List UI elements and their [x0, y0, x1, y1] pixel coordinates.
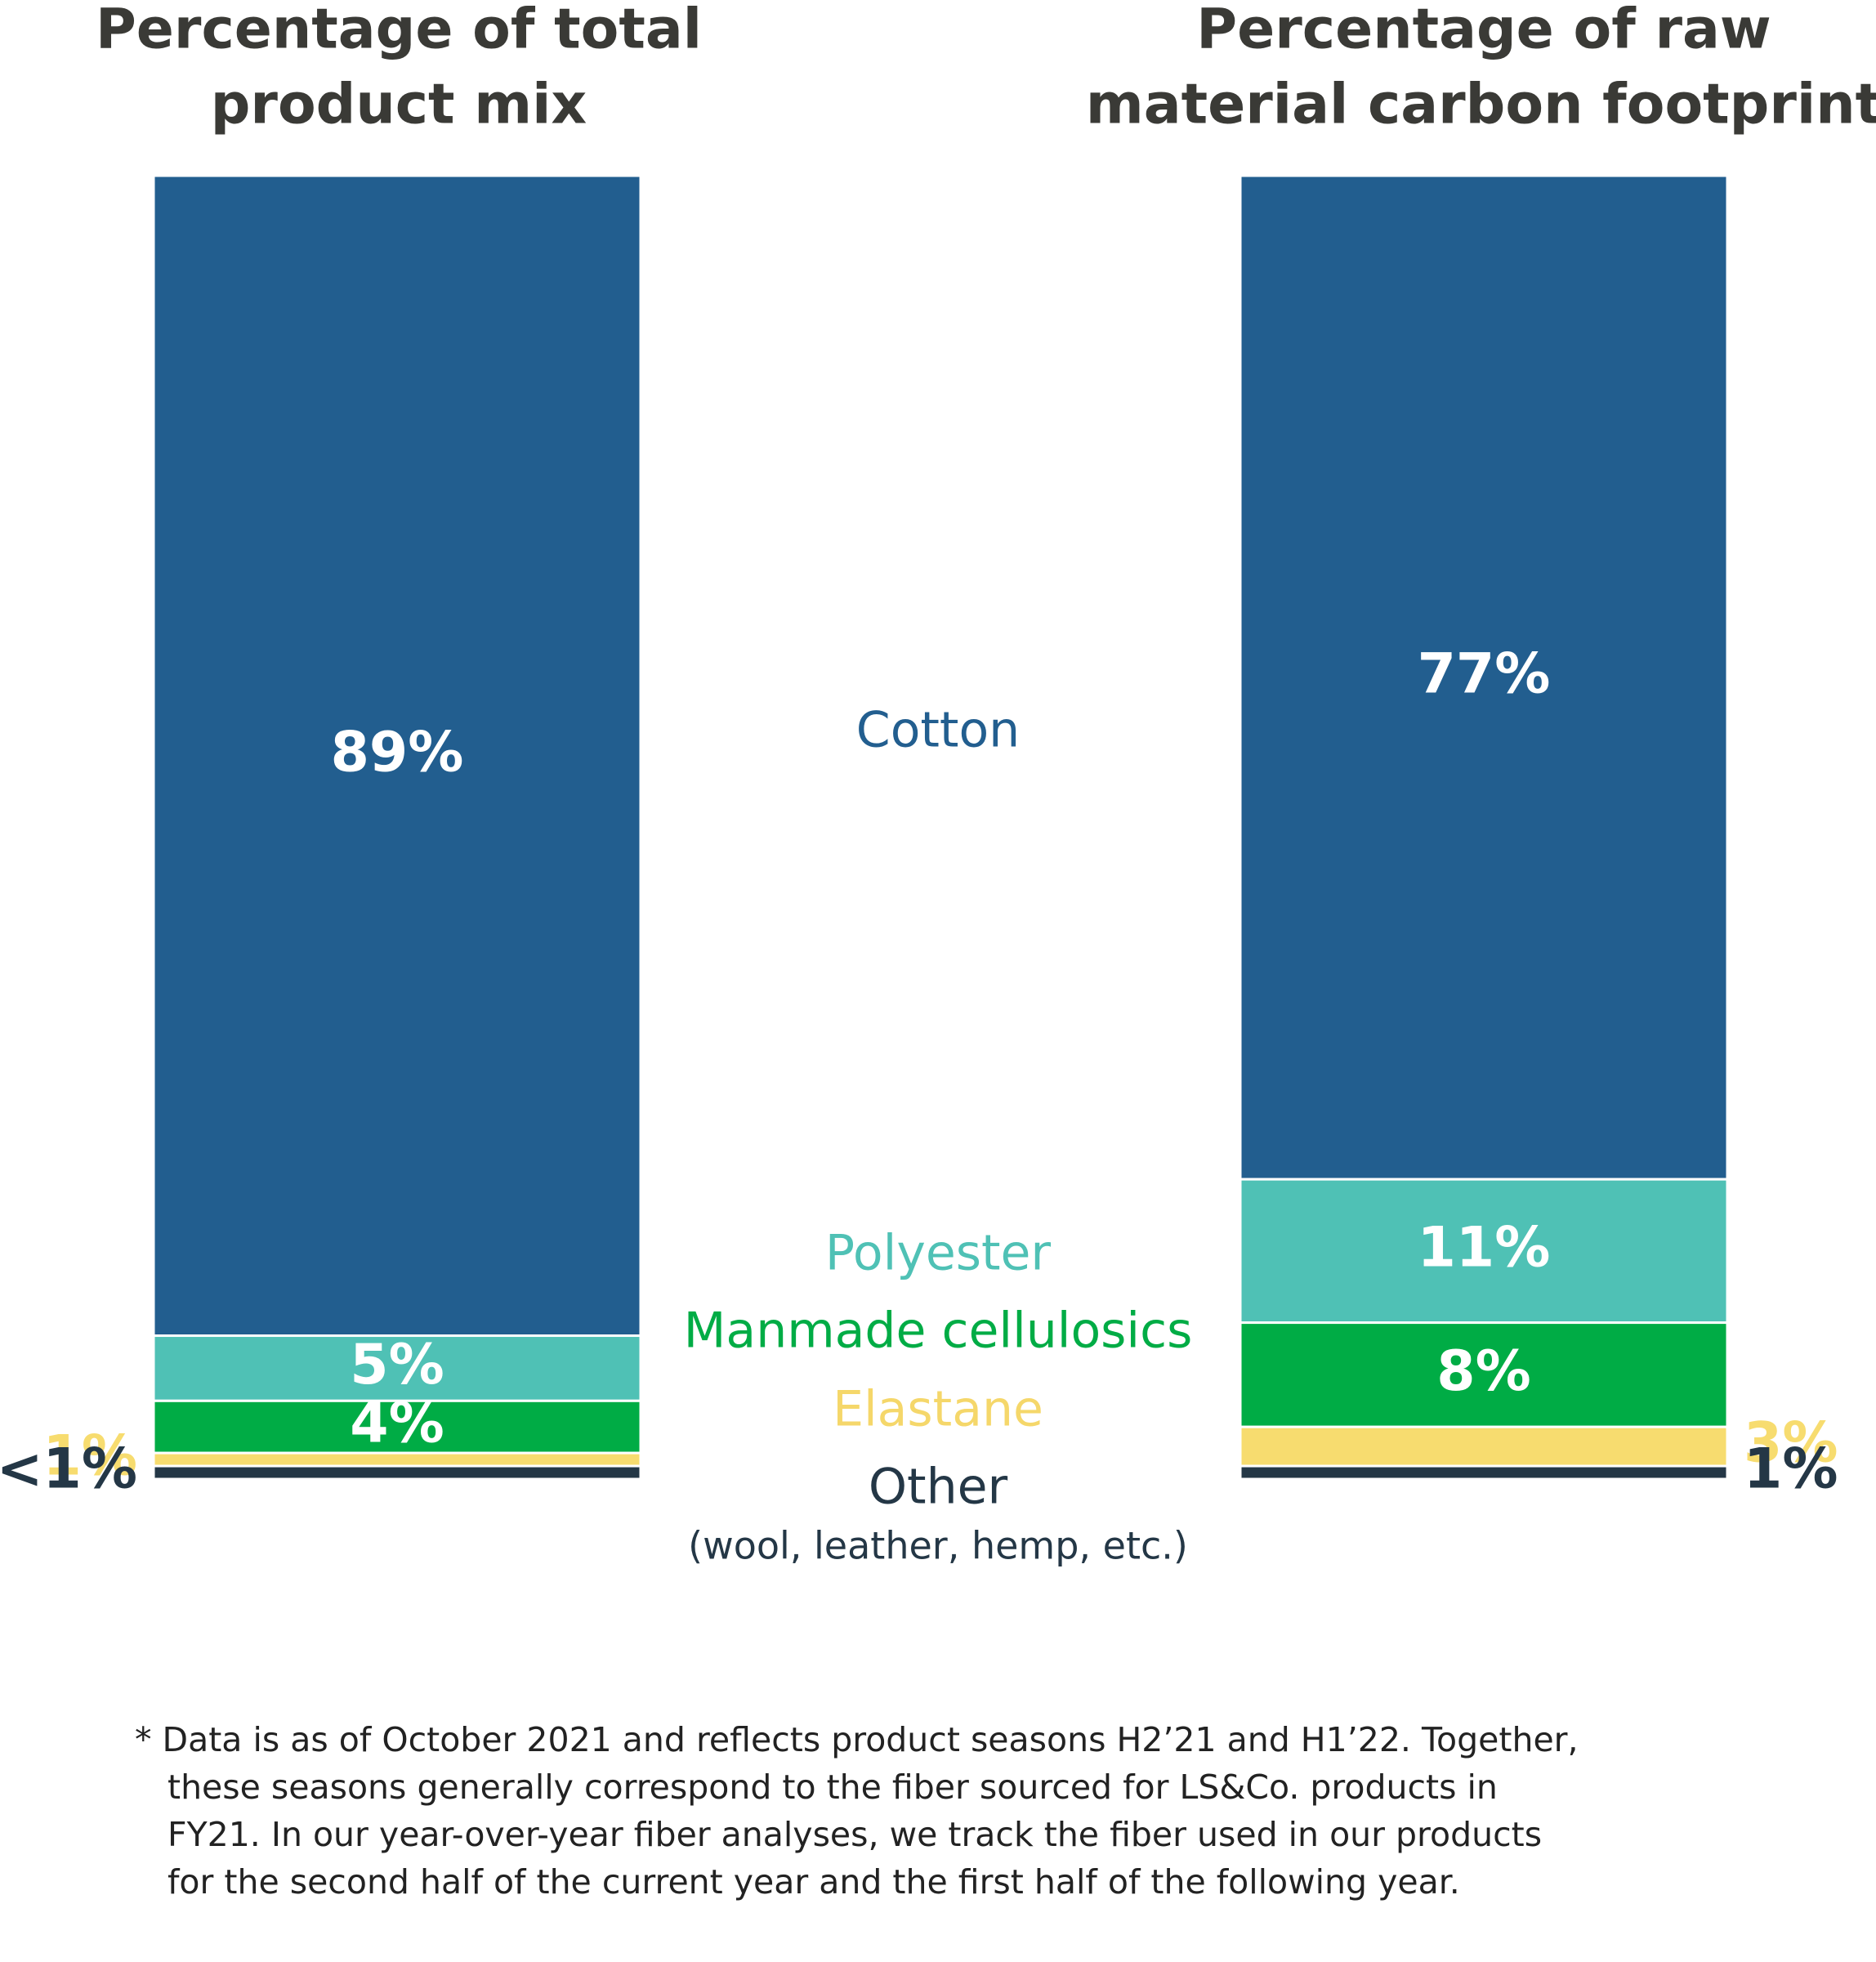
data-label: 11% — [1418, 1215, 1551, 1280]
footnote: * Data is as of October 2021 and reflect… — [135, 1716, 1753, 1906]
chart-title: Percentage of total — [96, 0, 702, 62]
legend-entry: Polyester — [825, 1225, 1052, 1282]
legend-entry: Other — [869, 1459, 1008, 1516]
bar-segment — [1239, 1464, 1729, 1481]
bar-segment — [152, 1451, 642, 1468]
footnote-line: for the second half of the current year … — [168, 1862, 1460, 1902]
data-label: <1% — [0, 1437, 137, 1502]
footnote-line: these seasons generally correspond to th… — [168, 1768, 1498, 1807]
bar-segment — [152, 1334, 642, 1402]
legend-entry: Manmade cellulosics — [684, 1303, 1193, 1360]
legend-subentry: (wool, leather, hemp, etc.) — [688, 1524, 1188, 1568]
bar-segment — [1239, 1425, 1729, 1468]
bar-segment — [1239, 174, 1729, 1181]
data-label: 1% — [43, 1424, 137, 1489]
data-label: 5% — [350, 1333, 444, 1397]
data-label: 89% — [331, 720, 464, 784]
legend-entry: Elastane — [833, 1381, 1043, 1438]
bar-segment — [152, 1464, 642, 1481]
data-label: 3% — [1744, 1411, 1838, 1476]
footnote-line: FY21. In our year-over-year fiber analys… — [168, 1815, 1543, 1854]
data-label: 1% — [1744, 1437, 1838, 1502]
data-label: 8% — [1436, 1339, 1530, 1404]
data-label: 77% — [1418, 642, 1551, 707]
chart-title: product mix — [211, 73, 587, 137]
chart-title: Percentage of raw — [1196, 0, 1771, 62]
bar-segment — [152, 174, 642, 1338]
legend-entry: Cotton — [856, 702, 1020, 759]
chart-title: material carbon footprint — [1086, 73, 1876, 137]
data-label: 4% — [350, 1392, 444, 1456]
footnote-line: * Data is as of October 2021 and reflect… — [135, 1720, 1579, 1759]
